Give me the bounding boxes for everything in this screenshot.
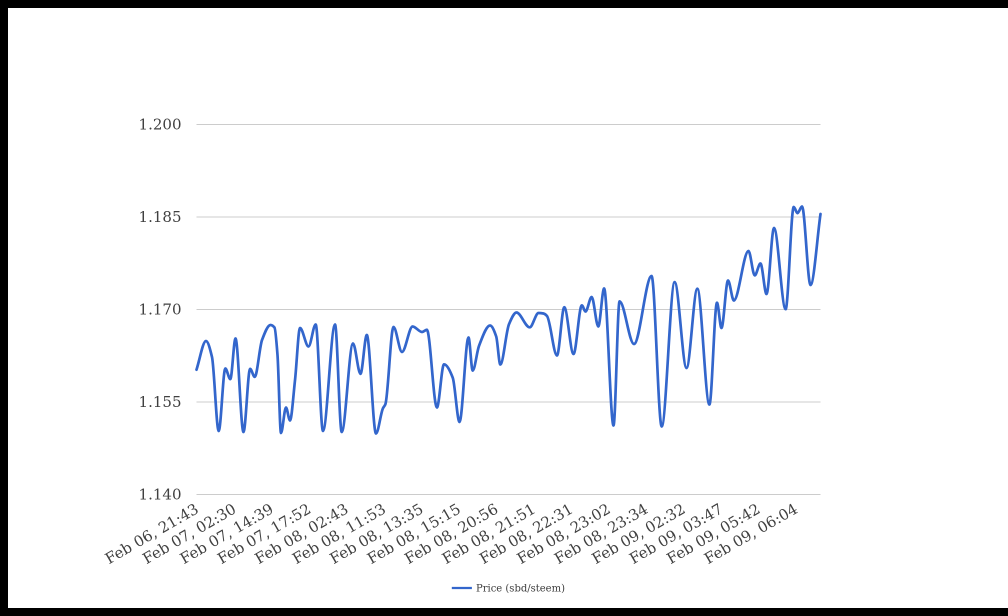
y-axis-label: 1.170 [139,300,182,318]
series-line [195,205,822,435]
legend-label: Price (sbd/steem) [476,583,565,594]
y-axis-label: 1.155 [139,393,182,411]
y-axis-label: 1.140 [139,485,182,503]
y-axis-label: 1.200 [139,115,182,133]
y-axis-label: 1.185 [139,208,182,226]
